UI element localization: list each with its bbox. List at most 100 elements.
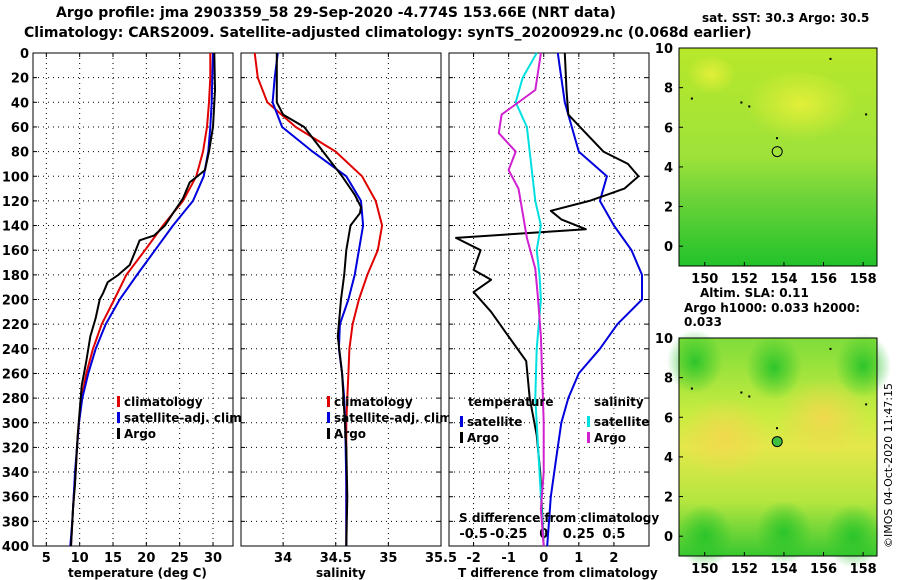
y-tick-label: 60 [11, 121, 29, 136]
legend-swatch [587, 416, 590, 427]
y-tick-label: 260 [2, 367, 29, 382]
top-tick-label: 0.25 [563, 527, 595, 542]
sla-high-blob [778, 377, 869, 458]
x-tick-label: 5 [42, 551, 51, 566]
legend-label: Argo [334, 427, 366, 441]
top-tick-label: 0.5 [602, 527, 625, 542]
legend-swatch [587, 432, 590, 443]
argo-location-marker [771, 146, 783, 158]
map-x-tick-label: 152 [731, 562, 758, 577]
x-tick-label: -1 [501, 551, 515, 566]
series-line-t-satellite [546, 52, 643, 547]
top-tick-label: -0.25 [490, 527, 527, 542]
sla-map-title: Argo h1000: 0.033 h2000: 0.033 [684, 301, 861, 329]
map-y-tick-label: 10 [655, 42, 673, 57]
sst-map-title: sat. SST: 30.3 Argo: 30.5 [702, 11, 870, 25]
series-line-climatology [253, 52, 384, 546]
x-tick-label: 2 [609, 551, 618, 566]
map-y-tick-label: 6 [664, 411, 673, 426]
salinity-xlabel: salinity [316, 566, 366, 580]
x-tick-label: 1 [574, 551, 583, 566]
map-x-tick-label: 150 [691, 272, 718, 287]
x-tick-label: 35 [379, 551, 397, 566]
island-marker [776, 137, 779, 140]
diff-top-axis-label: S difference from climatology [459, 511, 660, 525]
legend-label: climatology [124, 395, 203, 409]
sla-low-blob [755, 500, 812, 565]
y-tick-label: 300 [2, 417, 29, 432]
legend-swatch [327, 396, 330, 407]
map-y-tick-label: 8 [664, 82, 673, 97]
x-tick-label: 25 [171, 551, 189, 566]
panel-temperature: 5 10 15 20 25 3002040608010012014016018020022… [2, 47, 246, 566]
map-x-tick-label: 154 [770, 562, 797, 577]
panel-salinity: 34 34.5 35 35.5 climatology satellite-adj. cl… [240, 52, 457, 566]
legend-swatch [117, 412, 120, 423]
legend-label: satellite [594, 415, 649, 429]
y-tick-label: 100 [2, 170, 29, 185]
diff-xlabel: T difference from climatology [458, 566, 658, 580]
island-marker [740, 101, 743, 104]
island-marker [748, 395, 751, 398]
legend-swatch [117, 396, 120, 407]
y-tick-label: 0 [20, 47, 29, 62]
series-line-argo [70, 52, 216, 547]
argo-location-marker [771, 436, 783, 448]
map-y-tick-label: 4 [664, 161, 673, 176]
map-x-tick-label: 156 [810, 562, 837, 577]
y-tick-label: 220 [2, 318, 29, 333]
y-tick-label: 40 [11, 96, 29, 111]
map-y-tick-label: 2 [664, 491, 673, 506]
y-tick-label: 180 [2, 269, 29, 284]
map-x-tick-label: 150 [691, 562, 718, 577]
map-y-tick-label: 4 [664, 451, 673, 466]
plot-title-line1: Argo profile: jma 2903359_58 29-Sep-2020… [56, 5, 616, 21]
legend-label: satellite [467, 415, 522, 429]
warm-patch [678, 56, 739, 107]
series-line-argo [275, 53, 362, 547]
island-marker [776, 427, 779, 430]
y-tick-label: 200 [2, 294, 29, 309]
map-frame [678, 47, 878, 267]
map-x-tick-label: 154 [770, 272, 797, 287]
map-y-tick-label: 0 [664, 240, 673, 255]
island-marker [865, 403, 868, 406]
plot-title-line2: Climatology: CARS2009. Satellite-adjuste… [24, 25, 752, 41]
island-marker [690, 387, 693, 390]
legend-label: climatology [334, 395, 413, 409]
sla-high-blob [679, 397, 770, 478]
y-tick-label: 240 [2, 343, 29, 358]
legend-title-temperature: temperature [468, 395, 553, 409]
map-frame [678, 337, 878, 557]
legend-swatch [460, 432, 463, 443]
x-tick-label: 34.5 [320, 551, 352, 566]
legend-title-salinity: salinity [594, 395, 644, 409]
map-y-tick-label: 0 [664, 530, 673, 545]
map-y-tick-label: 2 [664, 201, 673, 216]
sla-low-blob [746, 335, 803, 400]
x-tick-label: 10 [71, 551, 89, 566]
legend-label: satellite-adj. clim. [124, 411, 246, 425]
island-marker [829, 347, 832, 350]
island-marker [740, 391, 743, 394]
sla-low-blob [676, 504, 733, 569]
legend-swatch [327, 412, 330, 423]
imos-watermark: ©IMOS 04-Oct-2020 11:47:15 [882, 382, 895, 548]
x-tick-label: 0 [539, 551, 548, 566]
legend-label: Argo [594, 431, 626, 445]
legend-label: Argo [467, 431, 499, 445]
y-tick-label: 380 [2, 515, 29, 530]
series-line-s-satellite [514, 52, 545, 547]
island-marker [865, 113, 868, 116]
map-y-tick-label: 6 [664, 121, 673, 136]
y-tick-label: 320 [2, 441, 29, 456]
x-tick-label: 30 [204, 551, 222, 566]
map-x-tick-label: 152 [731, 272, 758, 287]
sla-low-blob [666, 329, 723, 394]
island-marker [748, 105, 751, 108]
map-x-tick-label: 158 [850, 562, 877, 577]
island-marker [690, 97, 693, 100]
top-tick-label: -0.5 [459, 527, 487, 542]
